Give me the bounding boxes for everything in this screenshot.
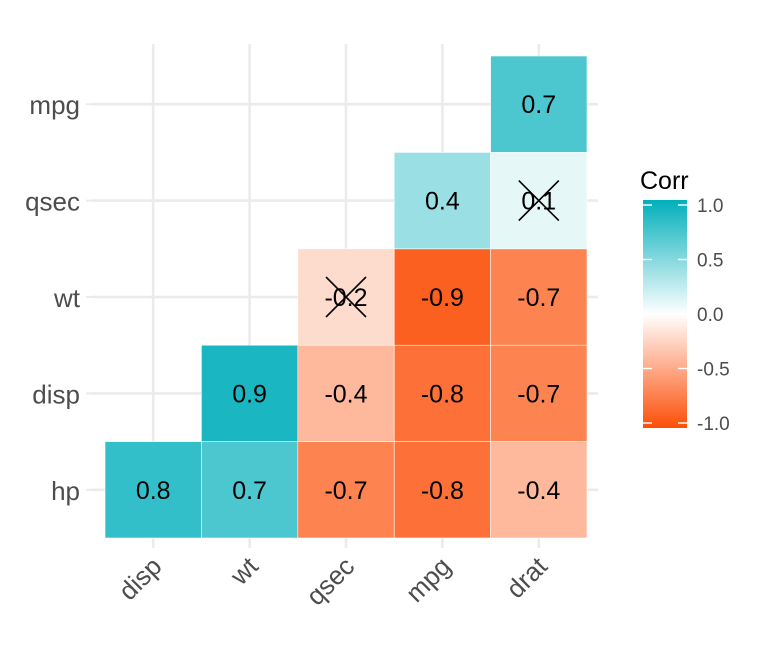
tile-mpg-wt bbox=[393, 248, 491, 346]
cell-label-wt-disp: 0.9 bbox=[232, 380, 267, 408]
tile-mpg-qsec bbox=[393, 152, 491, 250]
tile-drat-hp bbox=[490, 441, 588, 539]
cell-label-mpg-disp: -0.8 bbox=[421, 380, 464, 408]
legend-title: Corr bbox=[640, 167, 689, 195]
x-tick-label-drat: drat bbox=[500, 550, 553, 603]
cell-label-drat-hp: -0.4 bbox=[517, 477, 560, 505]
tile-drat-disp bbox=[490, 344, 588, 442]
cell-label-drat-disp: -0.7 bbox=[517, 380, 560, 408]
legend-tick-label-1.0: 1.0 bbox=[697, 196, 723, 217]
x-tick-label-wt: wt bbox=[224, 550, 265, 591]
y-tick-label-qsec: qsec bbox=[25, 187, 80, 217]
cell-label-mpg-qsec: 0.4 bbox=[425, 188, 460, 216]
legend: Corr 1.0 0.5 0.0 -0.5 -1.0 bbox=[640, 167, 730, 435]
tile-mpg-disp bbox=[393, 344, 491, 442]
cell-label-drat-mpg: 0.7 bbox=[521, 91, 556, 119]
tile-mpg-hp bbox=[393, 441, 491, 539]
cell-labels: 0.80.7-0.7-0.8-0.40.9-0.4-0.8-0.7-0.2-0.… bbox=[136, 91, 561, 505]
y-tick-label-hp: hp bbox=[51, 476, 80, 506]
insignificant-cross-qsec-wt-b bbox=[325, 276, 367, 318]
legend-tick-label-0.0: 0.0 bbox=[697, 305, 723, 326]
legend-tick-label-0.5: 0.5 bbox=[697, 251, 723, 272]
cell-label-qsec-hp: -0.7 bbox=[324, 477, 367, 505]
insignificant-cross-drat-qsec-b bbox=[518, 180, 560, 222]
x-tick-label-qsec: qsec bbox=[300, 551, 360, 611]
tile-drat-wt bbox=[490, 248, 588, 346]
tile-qsec-disp bbox=[297, 344, 395, 442]
cell-label-qsec-disp: -0.4 bbox=[324, 380, 367, 408]
y-tick-label-wt: wt bbox=[53, 283, 81, 313]
cell-label-drat-wt: -0.7 bbox=[517, 284, 560, 312]
tile-qsec-hp bbox=[297, 441, 395, 539]
tile-wt-hp bbox=[201, 441, 299, 539]
tile-drat-mpg bbox=[490, 55, 588, 153]
tile-wt-disp bbox=[201, 344, 299, 442]
cell-label-mpg-hp: -0.8 bbox=[421, 477, 464, 505]
legend-tick-label--1.0: -1.0 bbox=[697, 414, 730, 435]
cell-label-wt-hp: 0.7 bbox=[232, 477, 267, 505]
y-tick-label-disp: disp bbox=[32, 379, 80, 409]
x-tick-label-disp: disp bbox=[112, 551, 167, 606]
tile-disp-hp bbox=[104, 441, 202, 539]
y-tick-label-mpg: mpg bbox=[29, 90, 80, 120]
cell-label-mpg-wt: -0.9 bbox=[421, 284, 464, 312]
legend-tick-label--0.5: -0.5 bbox=[697, 360, 730, 381]
cell-label-disp-hp: 0.8 bbox=[136, 477, 171, 505]
x-tick-label-mpg: mpg bbox=[400, 551, 457, 608]
